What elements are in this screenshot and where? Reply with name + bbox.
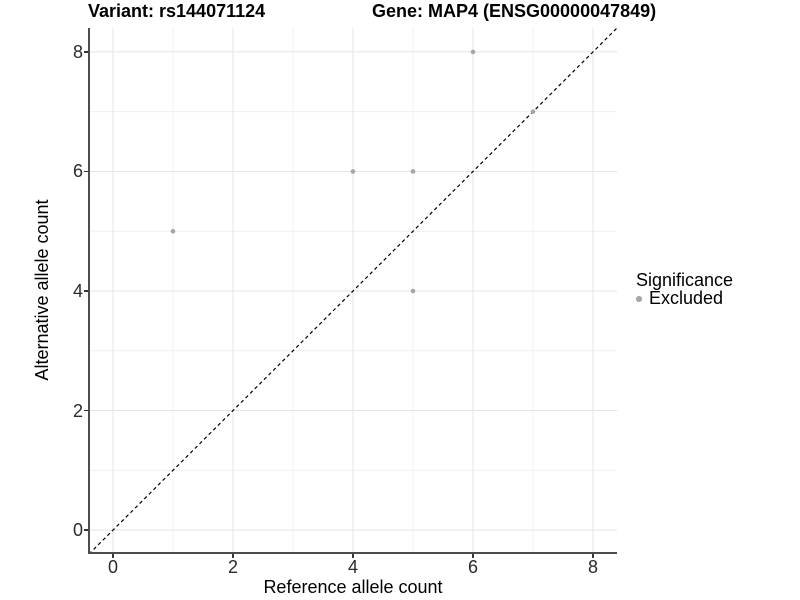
data-point (350, 169, 356, 174)
variant-title: Variant: rs144071124 (88, 1, 266, 21)
y-tick-label: 8 (72, 41, 83, 62)
data-point (410, 169, 416, 174)
x-tick-mark (112, 553, 114, 558)
legend-title: Significance (636, 270, 734, 290)
y-tick-mark (83, 170, 88, 173)
data-point (530, 109, 536, 114)
plot-panel (89, 28, 617, 554)
y-tick-mark (83, 529, 88, 531)
y-axis-line (88, 28, 90, 554)
y-tick-label: 2 (72, 400, 83, 421)
x-axis-line (88, 551, 617, 554)
identity-line (89, 28, 617, 554)
legend-point-icon (636, 296, 642, 302)
y-tick-mark (83, 290, 88, 292)
x-tick-label: 4 (347, 557, 358, 577)
data-point (170, 228, 176, 234)
data-point (470, 49, 476, 55)
chart-canvas (89, 28, 617, 554)
y-tick-mark (83, 51, 88, 53)
x-axis-title: Reference allele count (263, 577, 443, 597)
legend-item-excluded: Excluded (649, 288, 724, 308)
x-tick-label: 2 (227, 557, 238, 577)
x-tick-label: 8 (587, 557, 598, 577)
x-tick-label: 0 (107, 557, 118, 577)
y-tick-label: 6 (72, 161, 83, 182)
gene-title: Gene: MAP4 (ENSG00000047849) (372, 1, 657, 21)
data-point (410, 288, 416, 294)
y-tick-label: 0 (72, 520, 83, 541)
y-tick-label: 4 (72, 281, 83, 301)
x-tick-label: 6 (467, 557, 478, 577)
x-tick-mark (592, 553, 594, 558)
y-tick-mark (83, 409, 88, 412)
x-tick-mark (232, 553, 234, 558)
x-tick-mark (352, 553, 354, 558)
x-tick-mark (472, 553, 474, 558)
